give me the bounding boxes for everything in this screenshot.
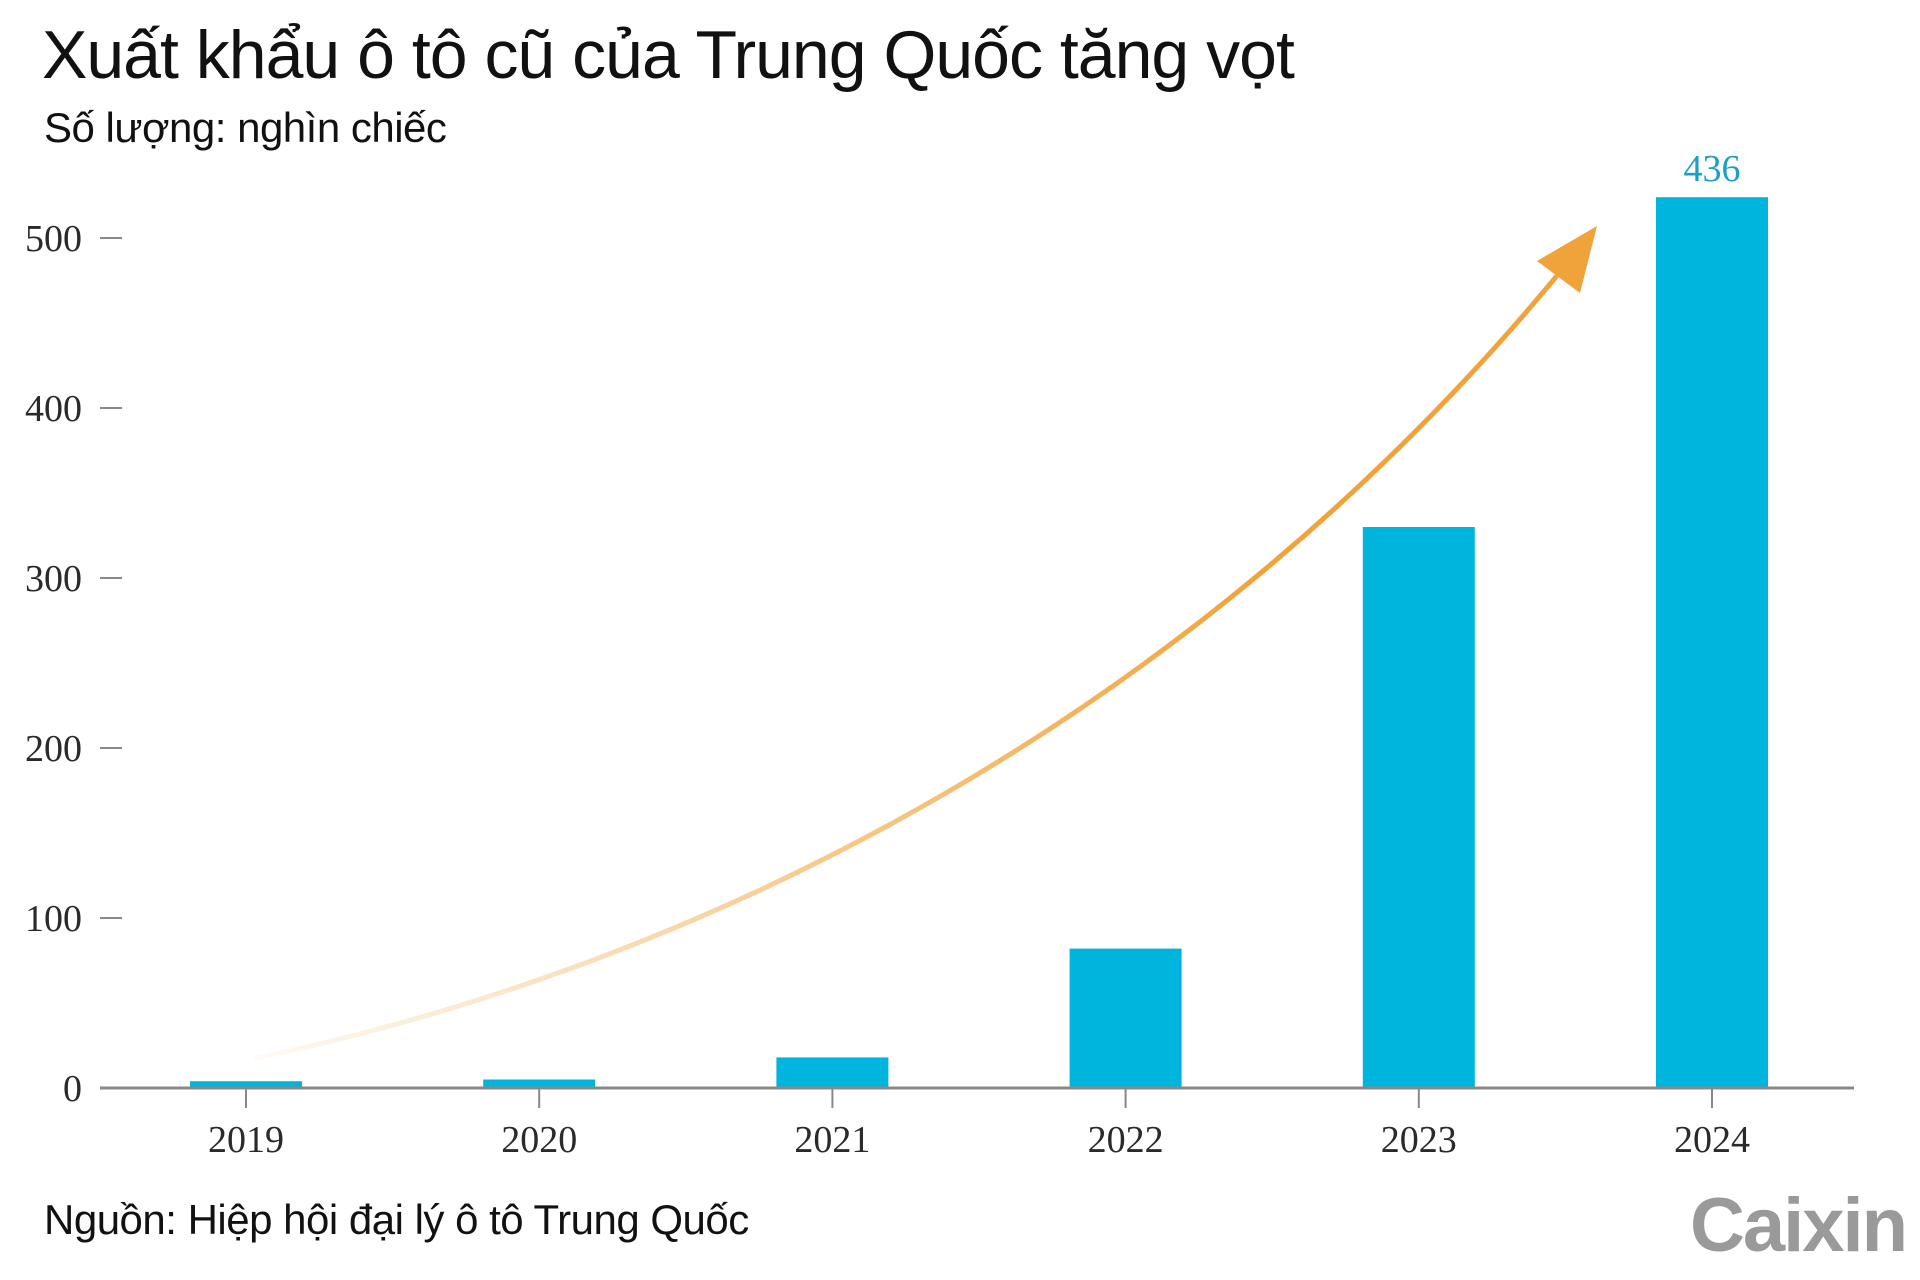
trend-arrow-icon xyxy=(254,226,1597,1061)
chart-title: Xuất khẩu ô tô cũ của Trung Quốc tăng vọ… xyxy=(42,17,1295,93)
y-tick-label: 0 xyxy=(63,1068,82,1110)
bar-2022 xyxy=(1069,948,1182,1088)
value-labels: 436 xyxy=(1684,148,1741,190)
chart-subtitle: Số lượng: nghìn chiếc xyxy=(44,104,447,151)
y-axis: 0 100 200 300 400 500 xyxy=(25,218,122,1110)
x-tick-label: 2023 xyxy=(1381,1119,1457,1161)
y-tick-label: 200 xyxy=(25,728,82,770)
caixin-logo: Caixin xyxy=(1690,1183,1908,1268)
bar-2024 xyxy=(1656,197,1768,1088)
x-tick-label: 2021 xyxy=(794,1119,870,1161)
x-axis: 2019 2020 2021 2022 2023 2024 xyxy=(100,1086,1854,1161)
value-label: 436 xyxy=(1684,148,1741,190)
y-tick-label: 100 xyxy=(25,898,82,940)
x-tick-label: 2019 xyxy=(208,1119,284,1161)
bar-2020 xyxy=(483,1079,596,1088)
bar-2019 xyxy=(190,1081,302,1088)
x-tick-label: 2022 xyxy=(1088,1119,1164,1161)
y-tick-label: 300 xyxy=(25,558,82,600)
bars xyxy=(190,197,1768,1088)
x-tick-label: 2024 xyxy=(1674,1119,1750,1161)
bar-2023 xyxy=(1362,527,1475,1088)
bar-2021 xyxy=(776,1057,889,1088)
x-tick-label: 2020 xyxy=(501,1119,577,1161)
source-note: Nguồn: Hiệp hội đại lý ô tô Trung Quốc xyxy=(44,1196,749,1243)
y-tick-label: 500 xyxy=(25,218,82,260)
y-tick-label: 400 xyxy=(25,388,82,430)
